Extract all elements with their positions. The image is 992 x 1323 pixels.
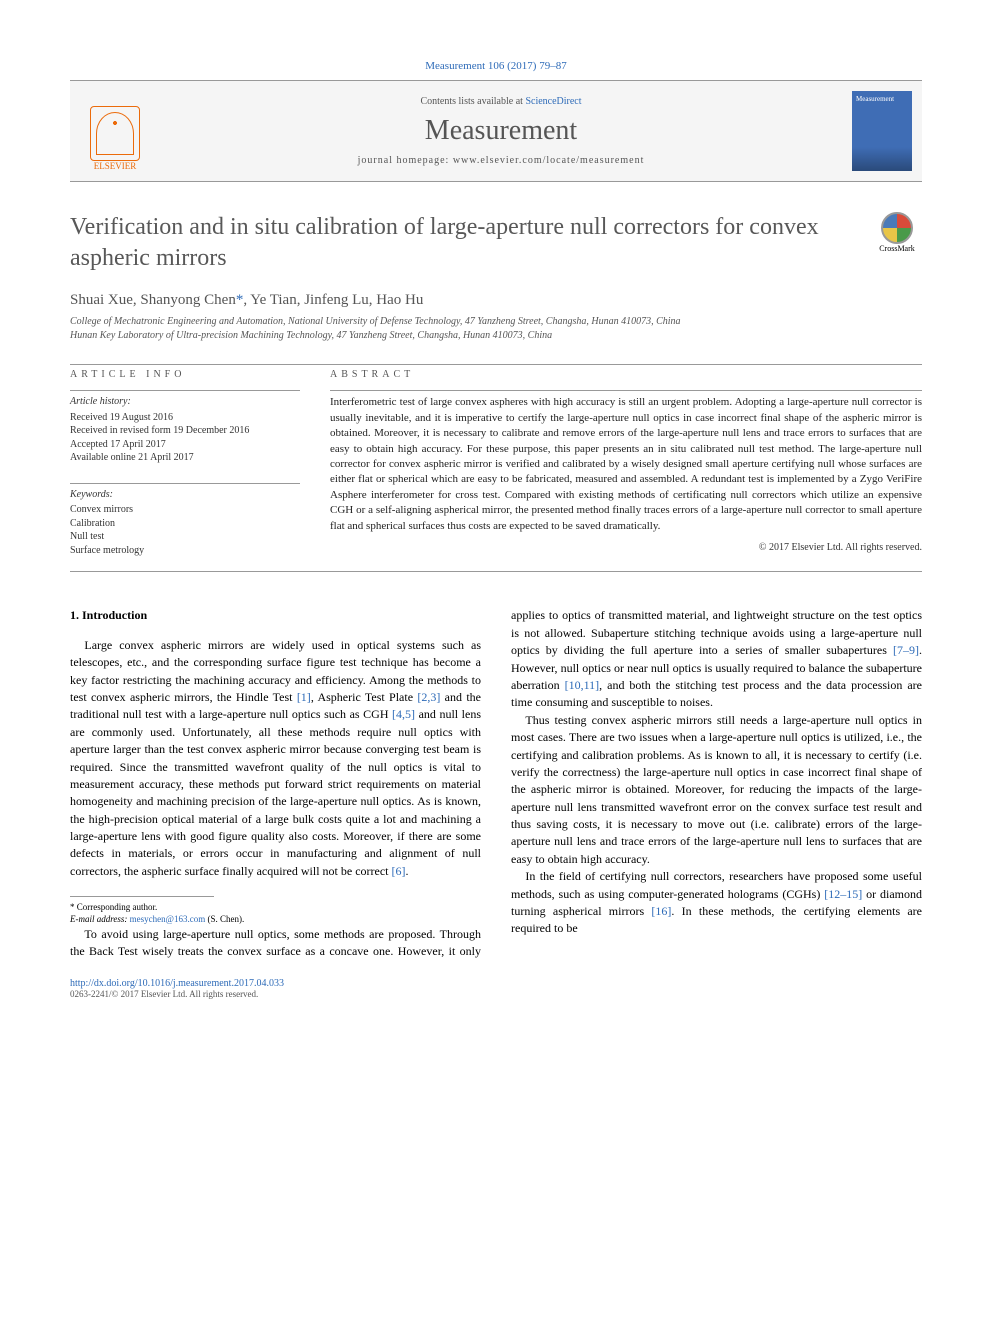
journal-cover-thumbnail: Measurement <box>852 91 912 171</box>
divider-abstract <box>330 390 922 391</box>
keywords: Keywords: Convex mirrors Calibration Nul… <box>70 488 300 558</box>
divider-top <box>70 364 922 365</box>
keyword-3: Null test <box>70 530 300 544</box>
divider-bottom <box>70 571 922 572</box>
ref-link-2-3[interactable]: [2,3] <box>417 690 440 704</box>
affiliations: College of Mechatronic Engineering and A… <box>70 315 922 342</box>
abstract-label: abstract <box>330 369 922 380</box>
ref-link-12-15[interactable]: [12–15] <box>824 887 862 901</box>
section-1-heading: 1. Introduction <box>70 607 481 624</box>
header-citation: Measurement 106 (2017) 79–87 <box>70 60 922 72</box>
abstract-column: abstract Interferometric test of large c… <box>330 369 922 557</box>
sciencedirect-link[interactable]: ScienceDirect <box>525 96 581 107</box>
issn-copyright-line: 0263-2241/© 2017 Elsevier Ltd. All right… <box>70 989 922 999</box>
history-received: Received 19 August 2016 <box>70 411 300 425</box>
abstract-text: Interferometric test of large convex asp… <box>330 395 922 534</box>
keyword-2: Calibration <box>70 517 300 531</box>
journal-title: Measurement <box>150 115 852 147</box>
ref-link-10-11[interactable]: [10,11] <box>565 678 600 692</box>
ref-link-1[interactable]: [1] <box>297 690 311 704</box>
body-columns: 1. Introduction Large convex aspheric mi… <box>70 607 922 960</box>
keyword-1: Convex mirrors <box>70 503 300 517</box>
footnote-separator <box>70 896 214 897</box>
affiliation-2: Hunan Key Laboratory of Ultra-precision … <box>70 329 922 343</box>
ref-link-6[interactable]: [6] <box>392 864 406 878</box>
crossmark-icon <box>881 212 913 244</box>
authors-part2: , Ye Tian, Jinfeng Lu, Hao Hu <box>243 292 423 308</box>
history-revised: Received in revised form 19 December 201… <box>70 424 300 438</box>
header-center: Contents lists available at ScienceDirec… <box>150 96 852 166</box>
ref-link-4-5[interactable]: [4,5] <box>392 707 415 721</box>
crossmark-badge[interactable]: CrossMark <box>872 212 922 262</box>
paragraph-3: Thus testing convex aspheric mirrors sti… <box>511 712 922 869</box>
p1-text-b: , Aspheric Test Plate <box>311 690 418 704</box>
elsevier-logo: ELSEVIER <box>80 91 150 171</box>
ref-link-16[interactable]: [16] <box>651 904 671 918</box>
doi-link[interactable]: http://dx.doi.org/10.1016/j.measurement.… <box>70 978 284 989</box>
history-online: Available online 21 April 2017 <box>70 451 300 465</box>
email-label: E-mail address: <box>70 914 127 924</box>
journal-homepage: journal homepage: www.elsevier.com/locat… <box>150 155 852 166</box>
email-line: E-mail address: mesychen@163.com (S. Che… <box>70 913 481 925</box>
authors-part1: Shuai Xue, Shanyong Chen <box>70 292 236 308</box>
affiliation-1: College of Mechatronic Engineering and A… <box>70 315 922 329</box>
article-title: Verification and in situ calibration of … <box>70 212 852 274</box>
keyword-4: Surface metrology <box>70 544 300 558</box>
abstract-copyright: © 2017 Elsevier Ltd. All rights reserved… <box>330 542 922 553</box>
corresponding-author-note: * Corresponding author. <box>70 901 481 913</box>
ref-link-7-9[interactable]: [7–9] <box>893 643 919 657</box>
divider-info <box>70 390 300 391</box>
crossmark-label: CrossMark <box>879 244 915 253</box>
paragraph-4: In the field of certifying null correcto… <box>511 868 922 938</box>
elsevier-tree-icon <box>90 106 140 161</box>
divider-keywords <box>70 483 300 484</box>
p1-text-d: and null lens are commonly used. Unfortu… <box>70 707 481 878</box>
contents-line: Contents lists available at ScienceDirec… <box>150 96 852 107</box>
contents-prefix: Contents lists available at <box>420 96 522 107</box>
elsevier-label: ELSEVIER <box>80 161 150 171</box>
footnotes: * Corresponding author. E-mail address: … <box>70 901 481 925</box>
journal-header-bar: ELSEVIER Contents lists available at Sci… <box>70 80 922 182</box>
footer: http://dx.doi.org/10.1016/j.measurement.… <box>70 978 922 999</box>
article-info-column: article info Article history: Received 1… <box>70 369 300 557</box>
paragraph-1: Large convex aspheric mirrors are widely… <box>70 637 481 880</box>
authors-line: Shuai Xue, Shanyong Chen*, Ye Tian, Jinf… <box>70 292 922 309</box>
article-info-label: article info <box>70 369 300 380</box>
email-link[interactable]: mesychen@163.com <box>130 914 206 924</box>
keywords-label: Keywords: <box>70 488 300 502</box>
history-accepted: Accepted 17 April 2017 <box>70 438 300 452</box>
email-suffix: (S. Chen). <box>207 914 244 924</box>
article-history: Article history: Received 19 August 2016… <box>70 395 300 465</box>
p1-text-e: . <box>406 864 409 878</box>
history-label: Article history: <box>70 395 300 409</box>
